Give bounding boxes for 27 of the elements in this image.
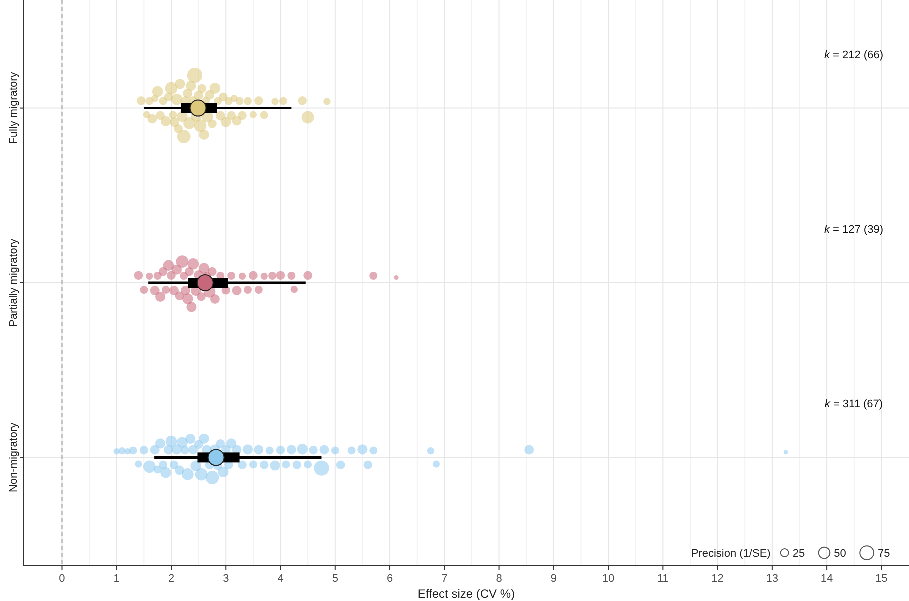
legend-label: 50 bbox=[834, 548, 846, 560]
x-tick-label: 7 bbox=[442, 573, 448, 585]
x-tick-label: 3 bbox=[223, 573, 230, 585]
y-tick-label: Non-migratory bbox=[8, 422, 20, 493]
x-tick-label: 1 bbox=[114, 573, 120, 585]
x-tick-label: 5 bbox=[332, 573, 338, 585]
x-tick-label: 12 bbox=[712, 573, 724, 585]
x-tick-label: 8 bbox=[496, 573, 502, 585]
x-tick-label: 15 bbox=[876, 573, 888, 585]
y-tick-label: Fully migratory bbox=[8, 72, 20, 144]
x-tick-label: 6 bbox=[386, 573, 394, 585]
x-tick-label: 10 bbox=[602, 573, 615, 585]
x-tick-label: 4 bbox=[278, 573, 284, 585]
annotation: k = 212 (66) bbox=[824, 49, 884, 62]
x-tick-label: 0 bbox=[59, 573, 66, 585]
x-tick-label: 14 bbox=[820, 573, 834, 585]
x-tick-label: 2 bbox=[168, 573, 175, 585]
legend-label: 25 bbox=[792, 548, 806, 560]
annotation: k = 311 (67) bbox=[824, 398, 884, 411]
x-tick-label: 9 bbox=[550, 573, 557, 585]
legend-title: Precision (1/SE) bbox=[691, 548, 771, 560]
x-tick-label: 11 bbox=[657, 573, 669, 585]
y-tick-label: Partially migratory bbox=[8, 238, 20, 328]
annotation: k = 127 (39) bbox=[824, 224, 884, 236]
legend-label: 75 bbox=[878, 548, 890, 560]
x-tick-label: 13 bbox=[766, 573, 779, 585]
x-axis-title: Effect size (CV %) bbox=[418, 587, 516, 601]
